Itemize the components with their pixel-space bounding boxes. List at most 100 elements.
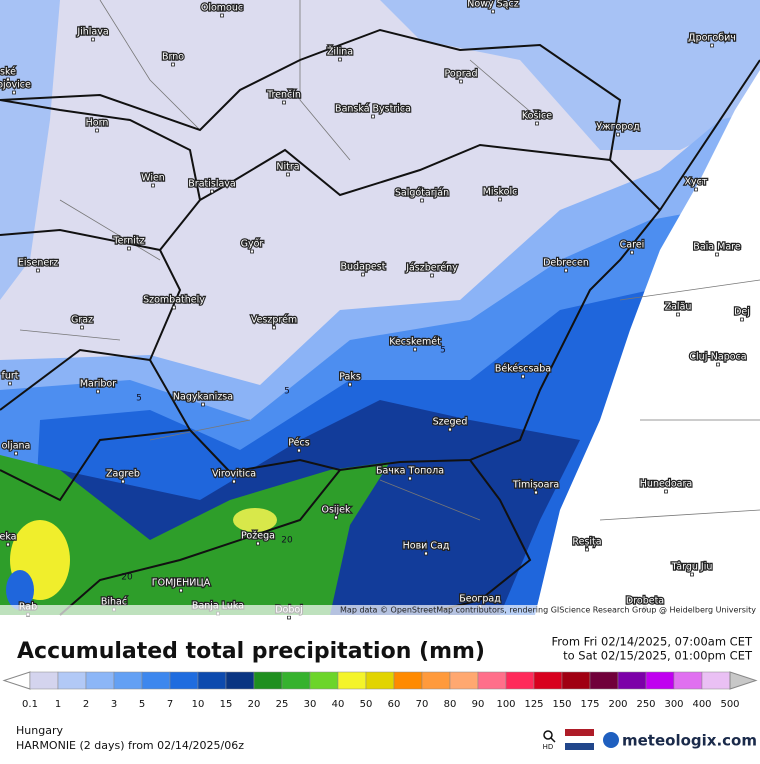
city-dot — [220, 13, 224, 18]
legend-tick-label: 40 — [332, 699, 345, 710]
period-from: From Fri 02/14/2025, 07:00am CET — [552, 635, 753, 649]
city-dot — [694, 187, 698, 192]
zoom-icon[interactable] — [543, 730, 553, 740]
legend-tick-label: 10 — [192, 699, 205, 710]
city-dot — [201, 402, 205, 407]
city-label: Nowy Sącz — [467, 0, 518, 10]
city-label: Zalău — [665, 302, 692, 313]
city-label: Kecskemét — [389, 337, 441, 348]
attribution-bg — [0, 605, 760, 616]
city-label: Salgótarján — [395, 188, 449, 199]
city-label: Horn — [86, 118, 109, 129]
flag[interactable] — [565, 729, 594, 736]
legend-tick-label: 25 — [276, 699, 289, 710]
city-dot — [690, 572, 694, 577]
city-label: Brno — [162, 52, 184, 63]
city-dot — [172, 305, 176, 310]
legend-swatch — [337, 671, 367, 690]
legend-tick-label: 250 — [636, 699, 655, 710]
city-label: Хуст — [685, 177, 708, 188]
zoom-icon — [550, 737, 556, 743]
city-label: Jihlava — [76, 27, 108, 38]
legend-tick-label: 90 — [472, 699, 485, 710]
city-dot — [179, 588, 183, 593]
city-dot — [338, 57, 342, 62]
city-dot — [498, 197, 502, 202]
contour-label: 5 — [136, 394, 142, 404]
city-dot — [630, 250, 634, 255]
contour-label: 20 — [121, 573, 133, 583]
flag — [565, 743, 594, 750]
precip-field — [380, 0, 760, 150]
legend-swatch — [701, 671, 731, 690]
legend-tick-label: 60 — [388, 699, 401, 710]
legend-tick-label: 30 — [304, 699, 317, 710]
city-dot — [715, 252, 719, 257]
city-label: Drobeta — [626, 596, 664, 607]
city-label: Hunedoara — [640, 479, 692, 490]
legend-arrow — [2, 671, 31, 690]
city-dot — [716, 362, 720, 367]
city-label: ГОМЈЕНИЦА — [152, 578, 211, 589]
city-dot — [12, 90, 16, 95]
city-dot — [297, 448, 301, 453]
brand[interactable]: meteologix.com — [622, 732, 757, 750]
outside-domain — [535, 70, 760, 615]
city-label: Carei — [620, 240, 645, 251]
city-label: Veszprém — [251, 315, 297, 326]
legend-swatch — [617, 671, 647, 690]
city-label: Virovitica — [212, 469, 256, 480]
legend-tick-label: 2 — [83, 699, 89, 710]
city-label: Banská Bystrica — [335, 104, 411, 115]
city-label: Győr — [241, 239, 264, 250]
city-dot — [491, 9, 495, 14]
city-dot — [361, 272, 365, 277]
city-label: Žilina — [327, 46, 353, 58]
logo-icon — [603, 732, 619, 748]
legend-swatch — [365, 671, 395, 690]
city-label: Београд — [459, 594, 501, 605]
legend-swatch — [29, 671, 59, 690]
city-label: Târgu Jiu — [671, 562, 713, 573]
legend-swatch — [197, 671, 227, 690]
legend-swatch — [477, 671, 507, 690]
city-dot — [171, 62, 175, 67]
city-dot — [408, 476, 412, 481]
city-label: Дрогобич — [688, 33, 736, 44]
city-dot — [420, 198, 424, 203]
city-dot — [424, 551, 428, 556]
legend-tick-label: 100 — [496, 699, 515, 710]
city-label: eka — [0, 532, 17, 543]
hd-label[interactable]: HD — [543, 743, 554, 751]
legend-swatch — [589, 671, 619, 690]
city-dot — [287, 615, 291, 620]
city-dot — [80, 325, 84, 330]
precip-field — [0, 455, 390, 615]
city-label: Dej — [734, 307, 750, 318]
city-label: Békéscsaba — [495, 364, 551, 375]
city-dot — [348, 382, 352, 387]
city-dot — [91, 37, 95, 42]
city-dot — [8, 381, 12, 386]
precip-field — [233, 508, 277, 532]
legend: 0.1 1 2 3 5 7 10 15 20 25 30 40 50 60 70 80 90 100 125 150 1… — [2, 671, 758, 710]
precip-field — [6, 570, 34, 610]
legend-tick-label: 175 — [580, 699, 599, 710]
city-label: Košice — [522, 111, 552, 122]
country-border — [148, 143, 662, 474]
title: Accumulated total precipitation (mm) — [17, 639, 485, 664]
city-dot — [413, 347, 417, 352]
legend-swatch — [253, 671, 283, 690]
city-label: Wien — [141, 173, 165, 184]
city-label: Reșița — [572, 537, 601, 548]
city-label: Pécs — [288, 438, 309, 449]
city-dot — [14, 451, 18, 456]
legend-tick-label: 20 — [248, 699, 261, 710]
city-label: Maribor — [80, 379, 116, 390]
city-dot — [210, 189, 214, 194]
city-dot — [740, 317, 744, 322]
legend-swatch — [141, 671, 171, 690]
legend-tick-label: 150 — [552, 699, 571, 710]
city-dot — [232, 479, 236, 484]
city-label: Бачка Топола — [376, 466, 444, 477]
